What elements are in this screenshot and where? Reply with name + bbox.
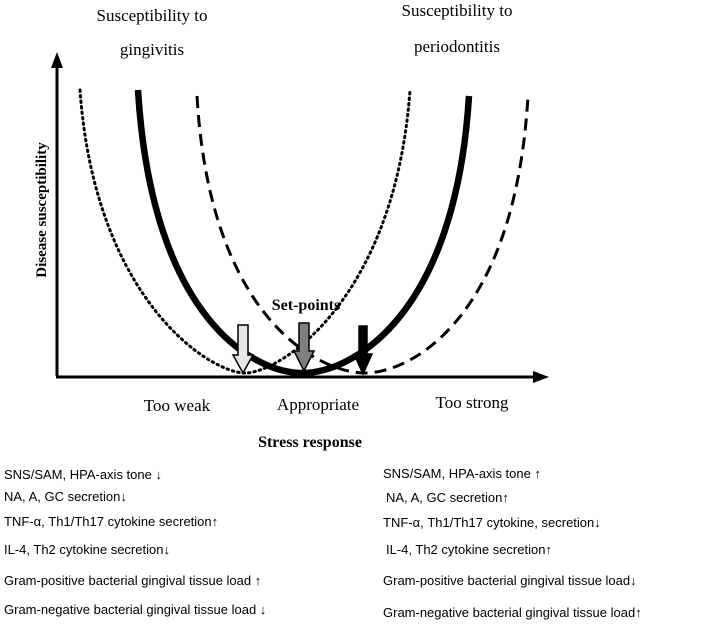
set-point-curve	[134, 89, 473, 377]
gingivitis-label-line1: Susceptibility to	[97, 6, 208, 25]
x-axis-label: Stress response	[258, 434, 362, 451]
left-effects-list: SNS/SAM, HPA-axis tone ↓ NA, A, GC secre…	[4, 467, 266, 617]
periodontitis-curve	[195, 95, 530, 375]
right-list-item: Gram-positive bacterial gingival tissue …	[383, 573, 637, 588]
periodontitis-label-line1: Susceptibility to	[402, 1, 513, 20]
left-list-item: Gram-positive bacterial gingival tissue …	[4, 573, 261, 588]
gingivitis-curve	[78, 88, 412, 375]
gingivitis-label-line2: gingivitis	[120, 40, 184, 59]
right-list-item: TNF-α, Th1/Th17 cytokine, secretion↓	[383, 515, 601, 530]
right-list-item: IL-4, Th2 cytokine secretion↑	[386, 542, 552, 557]
left-list-item: TNF-α, Th1/Th17 cytokine secretion↑	[4, 514, 218, 529]
too-weak-label: Too weak	[144, 396, 211, 415]
periodontitis-label-line2: periodontitis	[414, 37, 500, 56]
left-list-item: IL-4, Th2 cytokine secretion↓	[4, 542, 170, 557]
weak-set-point-arrow	[231, 324, 255, 375]
left-list-item: SNS/SAM, HPA-axis tone ↓	[4, 467, 162, 482]
right-list-item: NA, A, GC secretion↑	[386, 490, 509, 505]
too-strong-label: Too strong	[436, 393, 509, 412]
right-effects-list: SNS/SAM, HPA-axis tone ↑ NA, A, GC secre…	[383, 466, 642, 620]
appropriate-label: Appropriate	[277, 395, 359, 414]
right-list-item: Gram-negative bacterial gingival tissue …	[383, 605, 642, 620]
set-points-label: Set-points	[272, 297, 340, 314]
left-list-item: Gram-negative bacterial gingival tissue …	[4, 602, 266, 617]
x-axis	[56, 371, 549, 383]
y-axis	[51, 52, 63, 376]
y-axis-label: Disease susceptibility	[34, 142, 50, 278]
left-list-item: NA, A, GC secretion↓	[4, 489, 127, 504]
strong-set-point-arrow	[352, 325, 374, 376]
appropriate-set-point-arrow	[292, 322, 316, 373]
right-list-item: SNS/SAM, HPA-axis tone ↑	[383, 466, 541, 481]
